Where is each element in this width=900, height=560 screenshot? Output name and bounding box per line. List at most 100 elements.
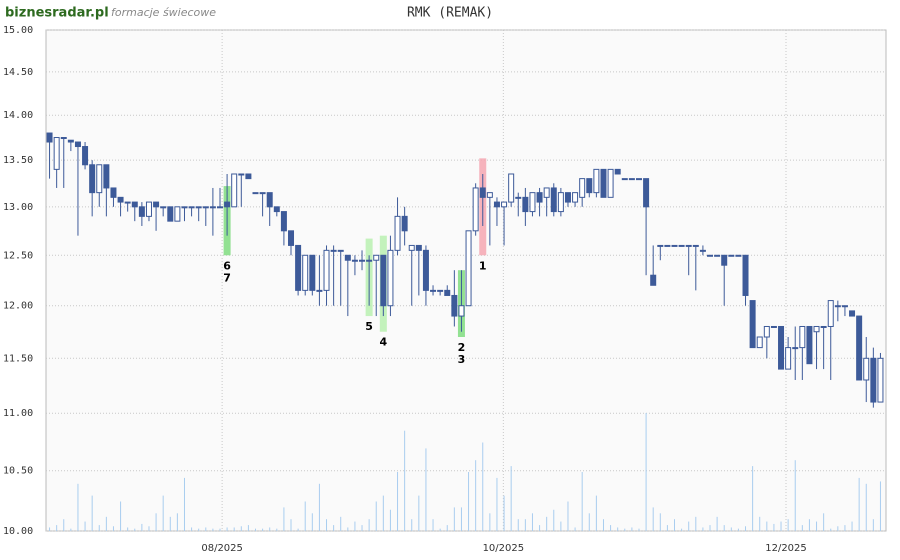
- candle-body: [181, 206, 188, 209]
- volume-bar: [212, 528, 214, 531]
- candle-body: [380, 254, 387, 307]
- candle-body: [252, 192, 259, 195]
- volume-bar: [340, 516, 342, 531]
- volume-bar: [247, 525, 249, 531]
- candle-body: [323, 249, 330, 291]
- candle-body: [53, 137, 60, 170]
- volume-bar: [397, 472, 399, 531]
- candle-body: [834, 305, 841, 308]
- candle-body: [621, 178, 628, 181]
- volume-bar: [347, 527, 349, 531]
- candle-body: [564, 192, 571, 203]
- volume-bar: [560, 521, 562, 531]
- candle-body: [707, 254, 714, 257]
- y-tick-label: 13.50: [3, 155, 33, 166]
- candle-body: [664, 244, 671, 247]
- volume-bar: [745, 526, 747, 531]
- pattern-label: 4: [380, 336, 388, 349]
- candle-body: [74, 141, 81, 148]
- volume-bar: [773, 523, 775, 531]
- candle-body: [543, 187, 550, 198]
- volume-bar: [439, 528, 441, 531]
- volume-bar: [134, 528, 136, 531]
- y-tick-label: 14.50: [3, 67, 33, 78]
- candle-body: [316, 289, 323, 292]
- volume-bar: [844, 525, 846, 531]
- candle-body: [117, 196, 124, 203]
- candle-body: [728, 254, 735, 257]
- y-tick-label: 12.50: [3, 250, 33, 261]
- candle-body: [657, 244, 664, 247]
- candle-body: [188, 206, 195, 209]
- candle-body: [295, 244, 302, 291]
- candle-body: [607, 168, 614, 198]
- candle-body: [714, 254, 721, 257]
- volume-bar: [432, 519, 434, 531]
- volume-bar: [411, 519, 413, 531]
- candle-body: [678, 244, 685, 247]
- candle-body: [735, 254, 742, 257]
- candle-body: [60, 137, 67, 140]
- volume-bar: [588, 513, 590, 531]
- volume-bar: [830, 528, 832, 531]
- candle-body: [216, 206, 223, 209]
- candle-body: [103, 164, 110, 189]
- y-tick-label: 14.00: [3, 110, 33, 121]
- volume-bar: [482, 442, 484, 531]
- candle-body: [856, 315, 863, 381]
- volume-bar: [837, 526, 839, 531]
- candle-body: [778, 325, 785, 370]
- y-tick-label: 10.50: [3, 466, 33, 477]
- candle-body: [273, 206, 280, 213]
- volume-bar: [453, 507, 455, 531]
- candle-body: [344, 254, 351, 261]
- candle-body: [486, 192, 493, 198]
- volume-bar: [63, 519, 65, 531]
- volume-bar: [98, 525, 100, 531]
- volume-bar: [808, 519, 810, 531]
- volume-bar: [269, 527, 271, 531]
- logo[interactable]: biznesradar.pl: [5, 6, 109, 21]
- candle-body: [863, 357, 870, 381]
- volume-bar: [709, 525, 711, 531]
- volume-bar: [326, 519, 328, 531]
- volume-bar: [510, 466, 512, 531]
- volume-bar: [674, 519, 675, 531]
- candle-body: [67, 139, 74, 143]
- volume-bar: [56, 525, 58, 531]
- candle-body: [337, 249, 344, 252]
- volume-bar: [659, 513, 661, 531]
- volume-bar: [276, 528, 278, 531]
- volume-bar: [425, 448, 427, 531]
- volume-bar: [404, 430, 406, 531]
- pattern-label: 7: [223, 271, 231, 284]
- volume-bar: [631, 527, 633, 531]
- x-tick-label: 10/2025: [483, 543, 525, 554]
- candle-body: [430, 289, 437, 292]
- volume-bar: [191, 527, 193, 531]
- candle-body: [231, 173, 238, 208]
- volume-bar: [695, 516, 697, 531]
- volume-bar: [801, 525, 803, 531]
- x-tick-label: 12/2025: [765, 543, 807, 554]
- volume-bar: [290, 519, 292, 531]
- volume-bar: [553, 509, 555, 531]
- candle-body: [749, 300, 756, 349]
- candle-body: [650, 274, 657, 286]
- volume-bar: [219, 528, 221, 531]
- volume-bar: [595, 495, 597, 531]
- candle-body: [493, 201, 500, 208]
- volume-bar: [120, 501, 122, 531]
- candle-body: [586, 178, 593, 194]
- pattern-label: 3: [458, 353, 466, 366]
- candle-body: [366, 259, 373, 262]
- candle-body: [288, 230, 295, 246]
- candle-body: [557, 192, 564, 213]
- candle-body: [82, 146, 89, 166]
- volume-bar: [730, 527, 732, 531]
- candle-body: [415, 244, 422, 251]
- candle-body: [302, 254, 309, 291]
- candle-body: [167, 206, 174, 222]
- candle-body: [160, 206, 167, 209]
- candle-body: [572, 192, 579, 203]
